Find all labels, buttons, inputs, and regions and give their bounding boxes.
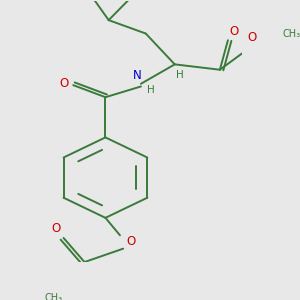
Text: H: H <box>147 85 155 95</box>
Text: CH₃: CH₃ <box>45 293 63 300</box>
Text: CH₃: CH₃ <box>283 28 300 38</box>
Text: O: O <box>59 77 68 90</box>
Text: O: O <box>51 222 60 235</box>
Text: O: O <box>230 25 239 38</box>
Text: O: O <box>126 236 136 248</box>
Text: N: N <box>133 70 142 83</box>
Text: H: H <box>176 70 184 80</box>
Text: O: O <box>248 31 257 44</box>
